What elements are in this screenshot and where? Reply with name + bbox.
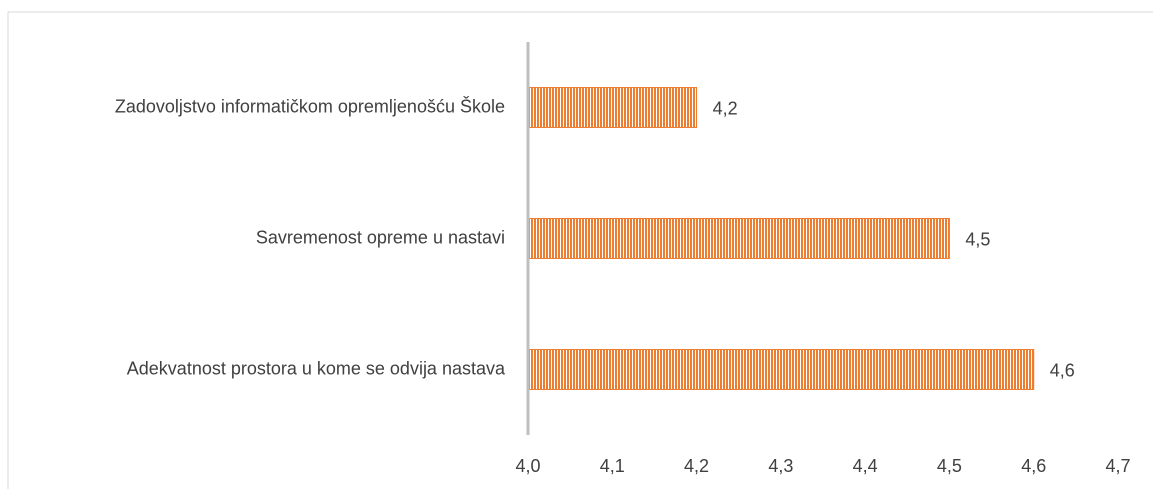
x-tick-label: 4,7 <box>1105 456 1130 476</box>
bar <box>527 218 950 259</box>
category-label: Savremenost opreme u nastavi <box>256 227 505 247</box>
data-label: 4,2 <box>713 98 738 118</box>
bar <box>527 349 1035 390</box>
x-tick-label: 4,2 <box>684 456 709 476</box>
x-tick-label: 4,4 <box>853 456 878 476</box>
x-tick-label: 4,1 <box>600 456 625 476</box>
category-label: Adekvatnost prostora u kome se odvija na… <box>127 358 506 378</box>
category-label: Zadovoljstvo informatičkom opremljenošću… <box>115 95 505 116</box>
x-tick-label: 4,6 <box>1021 456 1046 476</box>
x-tick-label: 4,0 <box>515 456 540 476</box>
bar <box>527 87 698 128</box>
x-tick-label: 4,3 <box>768 456 793 476</box>
chart-frame <box>7 11 1153 489</box>
data-label: 4,6 <box>1050 360 1075 380</box>
x-tick-label: 4,5 <box>937 456 962 476</box>
data-label: 4,5 <box>965 229 990 249</box>
